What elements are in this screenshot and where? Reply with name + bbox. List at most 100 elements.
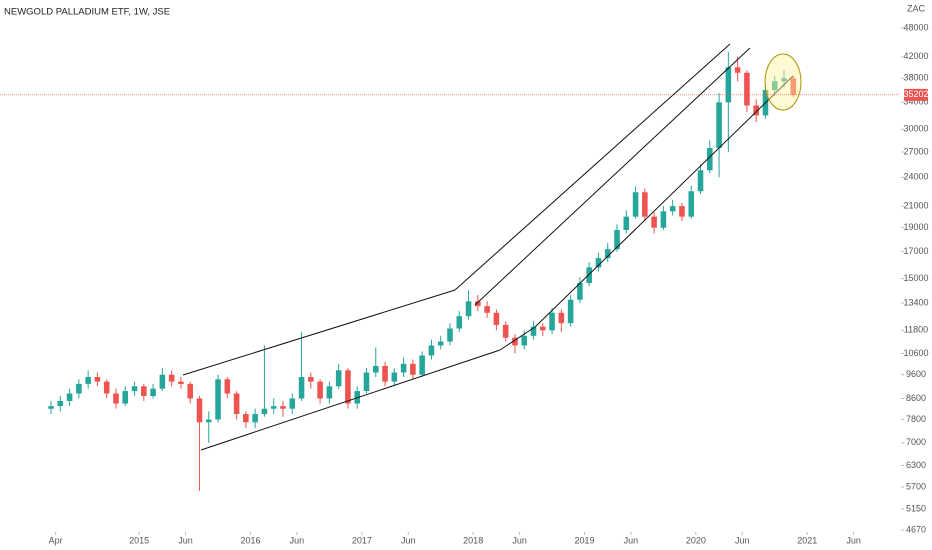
candle-body (48, 406, 54, 409)
last-price-label: 35202 (903, 89, 928, 99)
candle-body (345, 370, 351, 404)
y-tick-label: 42000 (903, 51, 928, 61)
candle-body (465, 301, 472, 317)
candle-body (512, 337, 518, 346)
candle-body (131, 386, 138, 392)
x-tick-label: Jun (846, 535, 861, 545)
x-tick-label: 2021 (797, 535, 817, 545)
candle-body (660, 211, 667, 228)
trend-line (499, 326, 536, 351)
y-tick-label: 19000 (903, 222, 928, 232)
candle-body (298, 377, 305, 399)
candle-body (744, 72, 750, 106)
candle-body (252, 414, 258, 423)
candle-body (697, 170, 704, 192)
candle-body (76, 383, 82, 394)
plot-area (48, 51, 797, 491)
candle-body (734, 67, 741, 73)
x-tick-label: Jun (512, 535, 527, 545)
candle-body (400, 363, 407, 373)
candle-body (335, 370, 342, 387)
candle-body (753, 105, 759, 116)
candle-body (604, 249, 611, 259)
candle-body (85, 377, 91, 384)
candle-body (716, 102, 722, 149)
candle-body (317, 381, 323, 399)
candle-body (243, 414, 249, 423)
candle-body (178, 381, 184, 384)
x-tick-label: Apr (49, 535, 63, 545)
y-tick-label: 4670 (906, 524, 926, 534)
x-tick-label: Jun (401, 535, 416, 545)
y-tick-label: 6300 (906, 460, 926, 470)
trend-line (454, 43, 731, 291)
x-tick-label: 2020 (686, 535, 706, 545)
candle-body (725, 67, 732, 103)
candle-body (679, 206, 685, 217)
candle-body (456, 316, 463, 329)
candle-body (623, 216, 630, 230)
candle-body (289, 398, 296, 409)
x-tick-label: 2015 (129, 535, 149, 545)
candle-body (326, 386, 333, 399)
x-tick-label: Jun (290, 535, 305, 545)
x-tick-label: Jun (178, 535, 193, 545)
candle-body (614, 229, 620, 250)
x-tick-label: Jun (624, 535, 639, 545)
candle-body (549, 312, 555, 331)
candle-body (187, 383, 193, 399)
candle-body (94, 377, 101, 382)
chart-title: NEWGOLD PALLADIUM ETF, 1W, JSE (4, 7, 170, 18)
candle-body (771, 81, 778, 91)
candle-body (391, 372, 398, 382)
candle-body (113, 393, 119, 404)
y-tick-label: 5700 (906, 481, 926, 491)
candle-body (103, 381, 110, 394)
x-tick-label: 2019 (575, 535, 595, 545)
candle-body (586, 267, 592, 283)
candle-body (150, 388, 156, 396)
candle-body (382, 365, 388, 382)
candle-body (66, 393, 73, 401)
candle-body (122, 391, 129, 404)
candle-body (308, 377, 314, 382)
candle-body (215, 379, 221, 420)
y-tick-label: 15000 (903, 273, 928, 283)
candle-body (447, 328, 453, 342)
x-tick-label: 2016 (240, 535, 260, 545)
candle-body (790, 78, 797, 95)
candle-body (540, 326, 546, 331)
last-price-box (904, 88, 928, 101)
y-tick-label: 13400 (903, 297, 928, 307)
candle-body (502, 324, 509, 338)
candle-body (428, 345, 435, 356)
candle-body (632, 192, 639, 217)
candle-body (567, 299, 574, 324)
y-tick-label: 8600 (906, 393, 926, 403)
candle-body (781, 78, 787, 82)
candle-body (159, 374, 166, 389)
candle-body (484, 306, 490, 313)
candle-body (419, 355, 425, 375)
candle-body (669, 206, 676, 212)
candle-body (270, 406, 277, 409)
y-tick-label: 7800 (906, 414, 926, 424)
candle-body (530, 326, 537, 336)
candle-body (280, 406, 286, 409)
x-tick-label: 2018 (463, 535, 483, 545)
candle-body (651, 216, 657, 228)
candle-body (363, 372, 370, 392)
y-tick-label: 9600 (906, 369, 926, 379)
trend-line (534, 75, 794, 328)
candle-body (707, 148, 713, 171)
candle-body (521, 335, 528, 346)
y-tick-label: 34000 (903, 97, 928, 107)
y-tick-label: 27000 (903, 146, 928, 156)
candle-body (595, 258, 602, 268)
candle-body (642, 192, 648, 217)
y-tick-label: 10600 (903, 348, 928, 358)
candle-body (688, 191, 695, 217)
trend-lines (182, 43, 802, 451)
y-tick-label: 48000 (903, 22, 928, 32)
